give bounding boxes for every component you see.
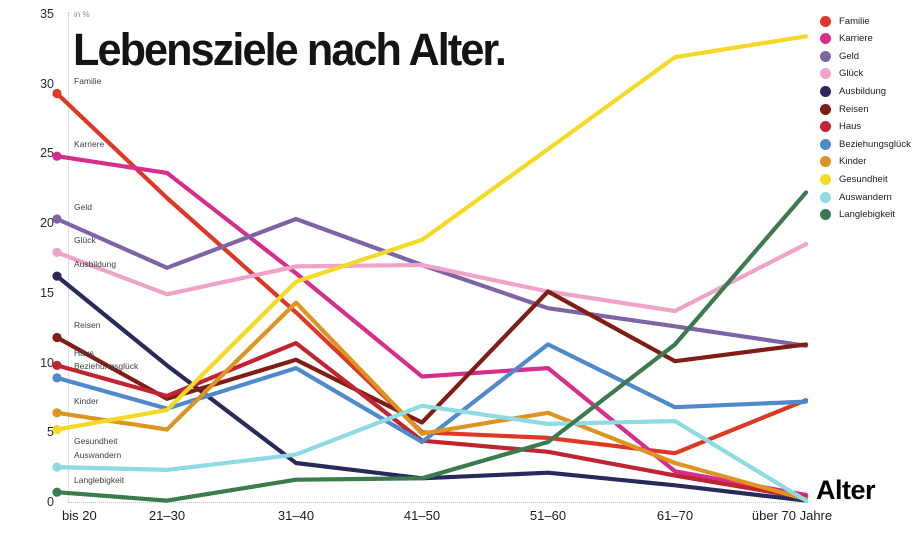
line-langlebigkeit — [54, 190, 809, 503]
legend-dot-glück — [820, 68, 831, 80]
legend-item-beziehungsglück: Beziehungsglück — [820, 137, 911, 151]
series-label-glück: Glück — [74, 235, 96, 246]
start-dot-reisen — [52, 332, 62, 343]
series-label-haus: Haus — [74, 348, 94, 359]
legend-dot-familie — [820, 15, 831, 27]
x-axis-line — [68, 502, 812, 503]
start-dot-familie — [52, 88, 62, 99]
page-title: Lebensziele nach Alter. — [73, 24, 507, 75]
line-reisen — [54, 289, 809, 425]
y-tick-label-15: 15 — [40, 285, 54, 300]
series-label-geld: Geld — [74, 201, 92, 212]
legend-label-karriere: Karriere — [839, 33, 873, 45]
legend-dot-langlebigkeit — [820, 209, 831, 221]
start-dot-geld — [52, 214, 62, 224]
legend-dot-gesundheit — [820, 173, 831, 185]
line-geld — [54, 216, 809, 348]
legend-dot-beziehungsglück — [820, 138, 831, 150]
start-dot-ausbildung — [52, 271, 62, 281]
legend-item-familie: Familie — [820, 14, 870, 28]
start-dot-glück — [52, 247, 62, 257]
series-label-ausbildung: Ausbildung — [74, 259, 117, 270]
legend-label-auswandern: Auswandern — [839, 191, 892, 203]
legend-label-reisen: Reisen — [839, 103, 869, 115]
y-tick-label-30: 30 — [40, 76, 54, 91]
legend-item-langlebigkeit: Langlebigkeit — [820, 208, 895, 222]
start-dot-haus — [52, 360, 62, 370]
start-dot-langlebigkeit — [52, 487, 62, 497]
legend-label-kinder: Kinder — [839, 156, 867, 168]
legend-label-beziehungsglück: Beziehungsglück — [839, 138, 911, 150]
legend-item-auswandern: Auswandern — [820, 190, 892, 204]
x-tick-label-2: 21–30 — [148, 508, 186, 523]
legend-label-haus: Haus — [839, 121, 862, 133]
x-tick-label-1: bis 20 — [62, 508, 97, 523]
legend-dot-geld — [820, 50, 831, 62]
series-label-reisen: Reisen — [74, 320, 101, 331]
y-tick-label-10: 10 — [40, 355, 54, 370]
start-dot-auswandern — [52, 462, 62, 472]
series-label-karriere: Karriere — [74, 139, 105, 150]
legend-item-karriere: Karriere — [820, 32, 873, 46]
legend-dot-kinder — [820, 156, 831, 168]
legend-item-gesundheit: Gesundheit — [820, 172, 888, 186]
line-glück — [54, 242, 809, 314]
start-dot-karriere — [52, 151, 62, 161]
y-tick-label-20: 20 — [40, 216, 54, 231]
legend-item-ausbildung: Ausbildung — [820, 84, 886, 98]
start-dot-beziehungsglück — [52, 373, 62, 383]
series-label-familie: Familie — [74, 76, 102, 87]
start-dot-gesundheit — [52, 424, 62, 435]
legend-dot-auswandern — [820, 191, 831, 203]
legend-label-langlebigkeit: Langlebigkeit — [839, 209, 895, 221]
line-kinder — [54, 300, 809, 502]
y-tick-label-25: 25 — [40, 146, 54, 161]
series-label-gesundheit: Gesundheit — [74, 436, 118, 447]
legend-item-glück: Glück — [820, 67, 863, 81]
y-axis-unit-label: in % — [74, 10, 90, 19]
x-axis-title: Alter — [816, 475, 876, 505]
legend-label-ausbildung: Ausbildung — [839, 85, 887, 97]
y-tick-label-35: 35 — [40, 7, 54, 21]
legend-item-reisen: Reisen — [820, 102, 869, 116]
legend-item-kinder: Kinder — [820, 155, 866, 169]
legend-dot-reisen — [820, 103, 831, 115]
series-label-auswandern: Auswandern — [74, 450, 122, 461]
series-label-langlebigkeit: Langlebigkeit — [74, 475, 125, 486]
legend-dot-haus — [820, 121, 831, 133]
series-label-beziehungsglück: Beziehungsglück — [74, 360, 139, 371]
x-tick-label-3: 31–40 — [277, 508, 315, 523]
start-dot-kinder — [52, 408, 62, 418]
legend-label-gesundheit: Gesundheit — [839, 173, 888, 185]
legend-item-haus: Haus — [820, 120, 861, 134]
legend-dot-ausbildung — [820, 85, 831, 97]
y-tick-label-5: 5 — [47, 425, 54, 440]
legend-label-geld: Geld — [839, 50, 860, 62]
line-karriere — [54, 154, 809, 498]
line-auswandern — [54, 403, 809, 503]
legend-label-glück: Glück — [839, 68, 864, 80]
x-tick-label-6: 61–70 — [656, 508, 694, 523]
legend-item-geld: Geld — [820, 49, 859, 63]
legend-dot-karriere — [820, 33, 831, 45]
series-label-kinder: Kinder — [74, 395, 99, 406]
x-tick-label-7: über 70 Jahre — [751, 508, 833, 523]
x-tick-label-5: 51–60 — [529, 508, 567, 523]
legend-label-familie: Familie — [839, 15, 870, 27]
x-tick-label-4: 41–50 — [403, 508, 441, 523]
line-gesundheit — [54, 34, 809, 432]
y-tick-label-0: 0 — [47, 495, 54, 509]
